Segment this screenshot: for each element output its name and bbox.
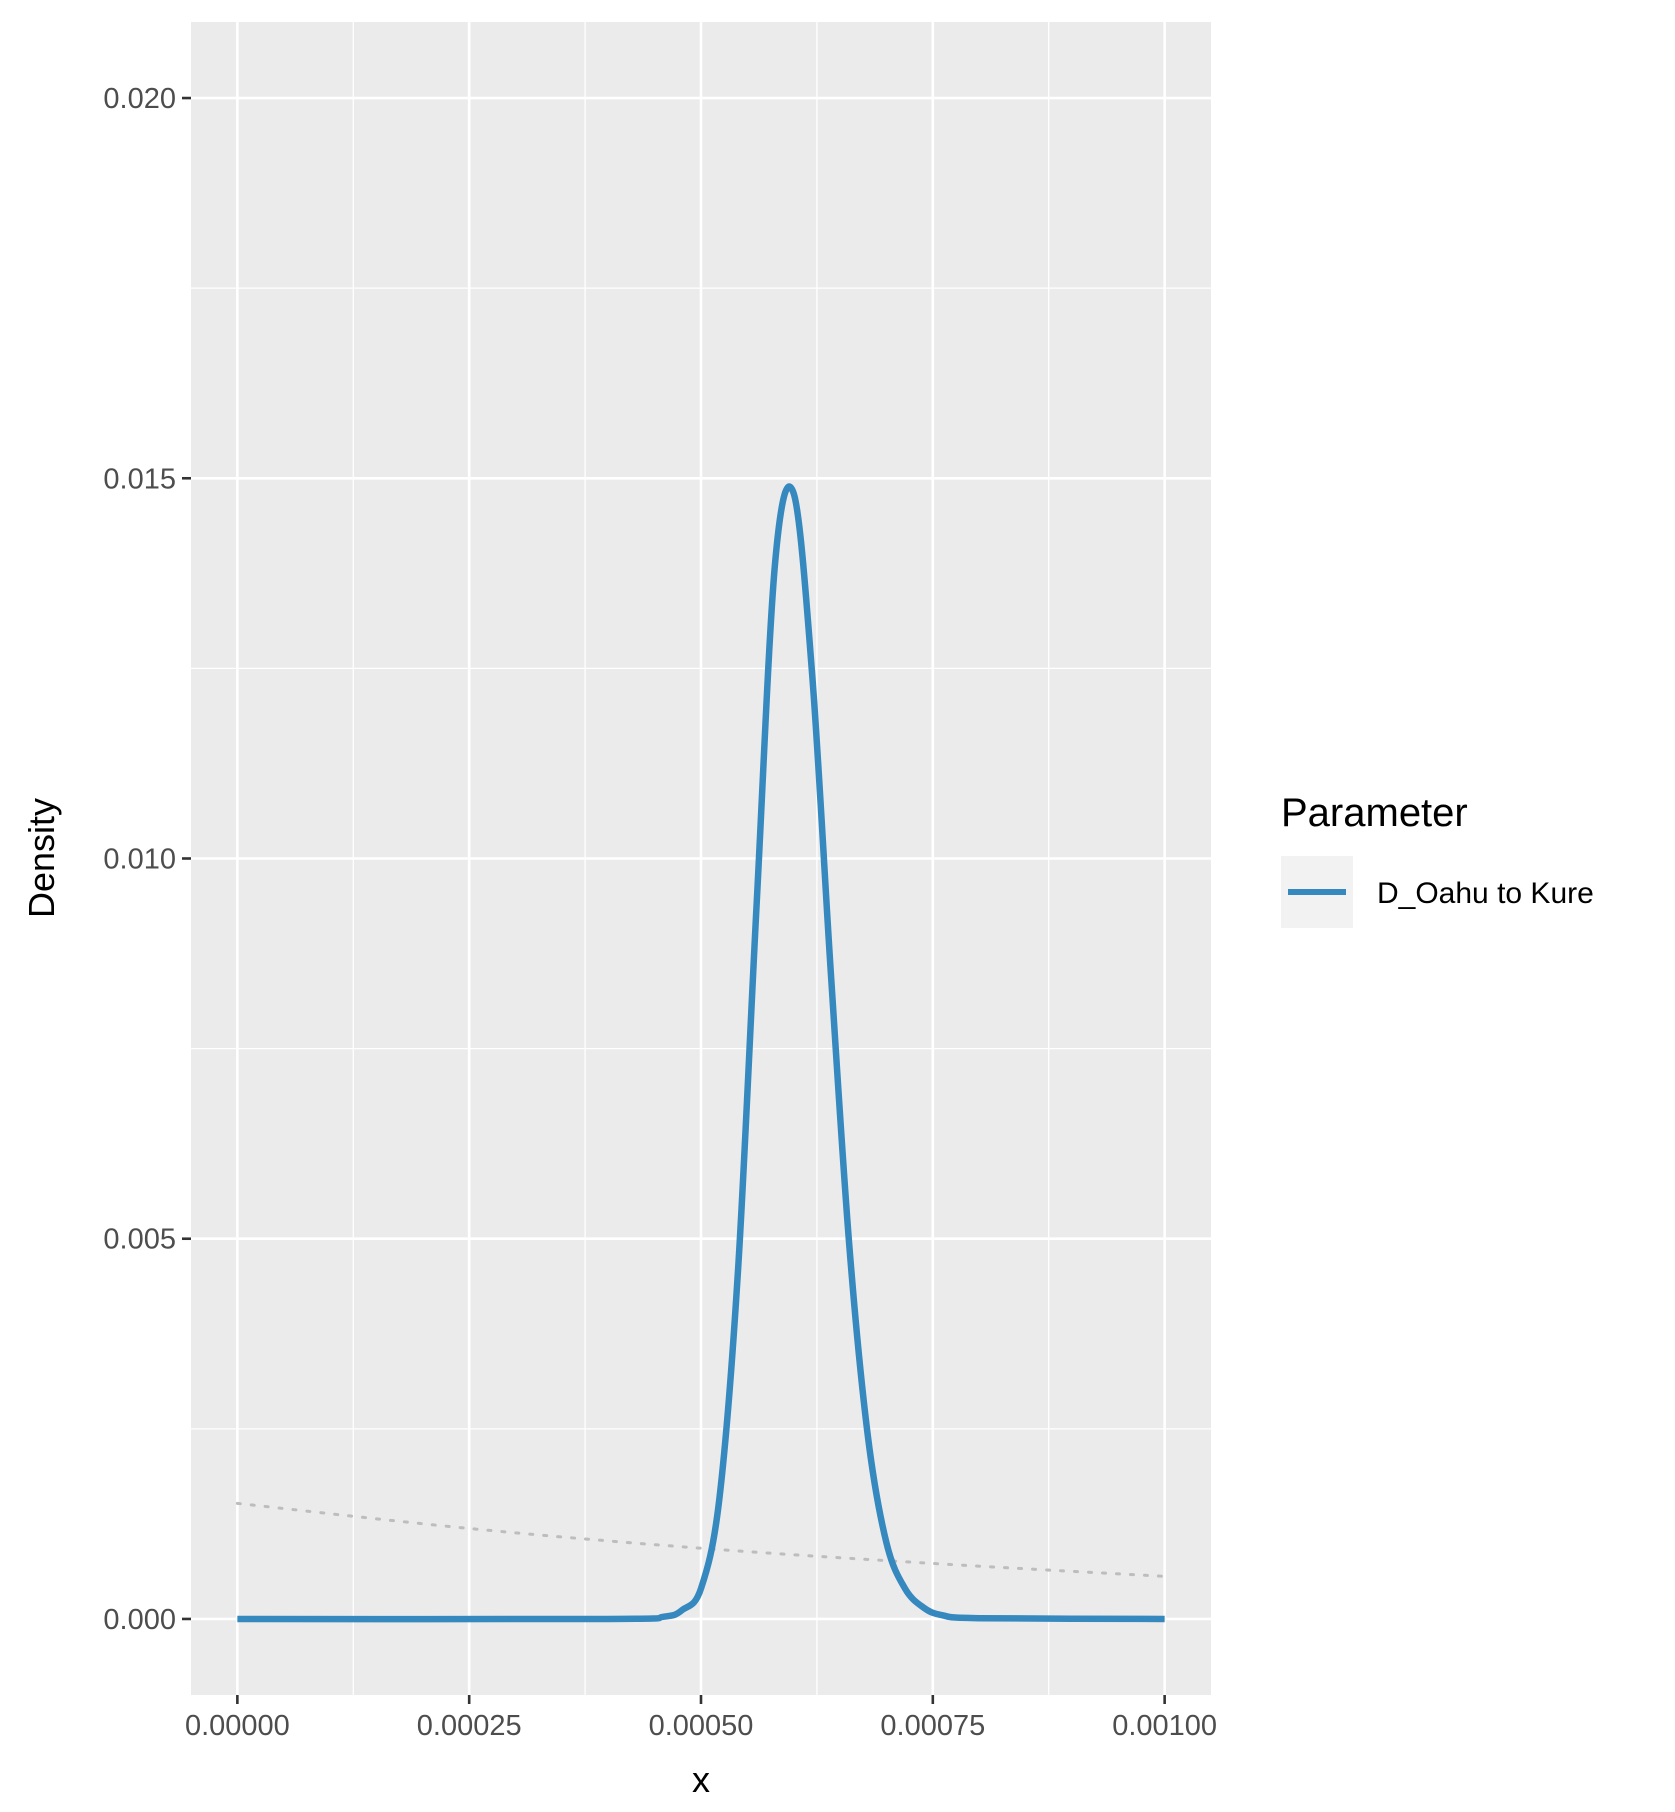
legend-entry-label: D_Oahu to Kure — [1377, 877, 1594, 910]
x-tick-label: 0.00075 — [880, 1710, 985, 1742]
series-layer — [235, 483, 1167, 1623]
y-tick-label: 0.015 — [103, 463, 176, 495]
x-tick-label: 0.00000 — [185, 1710, 290, 1742]
x-tick-label: 0.00025 — [417, 1710, 522, 1742]
legend: Parameter D_Oahu to Kure — [1281, 791, 1594, 928]
y-tick-label: 0.005 — [103, 1224, 176, 1256]
legend-title: Parameter — [1281, 791, 1468, 835]
y-tick-label: 0.010 — [103, 844, 176, 876]
x-tick-label: 0.00100 — [1112, 1710, 1217, 1742]
x-tick-label: 0.00050 — [649, 1710, 754, 1742]
y-axis: 0.000 0.005 0.010 0.015 0.020 — [103, 83, 191, 1636]
x-axis: 0.00000 0.00025 0.00050 0.00075 0.00100 — [185, 1695, 1217, 1742]
reference-density-line — [235, 1501, 1167, 1578]
major-gridlines — [191, 22, 1211, 1695]
y-axis-title: Density — [21, 798, 62, 918]
y-tick-label: 0.000 — [103, 1604, 176, 1636]
x-axis-title: x — [692, 1759, 710, 1800]
y-tick-label: 0.020 — [103, 83, 176, 115]
density-series-line — [237, 483, 1165, 1623]
